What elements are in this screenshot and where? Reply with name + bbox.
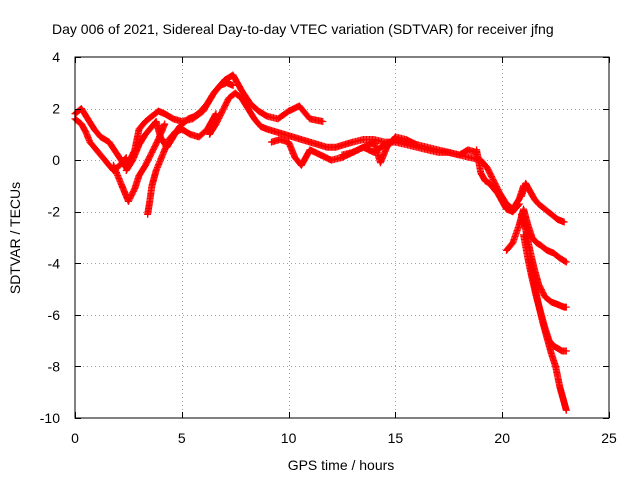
data-series-track-10: [517, 179, 568, 226]
x-tick-label: 20: [494, 430, 510, 446]
x-tick-label: 15: [388, 430, 404, 446]
data-series-track-5: [122, 79, 237, 174]
y-tick-label: -4: [48, 255, 61, 271]
y-tick-label: 2: [52, 101, 60, 117]
data-series-track-9: [473, 146, 523, 216]
y-tick-label: 4: [52, 49, 60, 65]
y-tick-label: 0: [52, 152, 60, 168]
data-point-markers: [526, 254, 570, 414]
chart-title: Day 006 of 2021, Sidereal Day-to-day VTE…: [52, 21, 554, 37]
data-point-markers: [122, 79, 237, 174]
y-tick-label: -2: [48, 204, 61, 220]
y-tick-label: -8: [48, 358, 61, 374]
data-series-track-14: [526, 254, 570, 414]
x-tick-label: 10: [281, 430, 297, 446]
plot-frame: [74, 56, 610, 419]
axis-ticks: 0 5 10 15 20 25 -10 -8 -6 -4 -2 0 2 4: [40, 49, 617, 446]
data-point-markers: [473, 146, 523, 216]
y-tick-label: -6: [48, 307, 61, 323]
x-axis-label: GPS time / hours: [288, 457, 395, 473]
x-tick-label: 0: [71, 430, 79, 446]
x-tick-label: 5: [178, 430, 186, 446]
y-axis-label: SDTVAR / TECUs: [7, 182, 23, 294]
data-point-markers: [517, 179, 568, 226]
x-tick-label: 25: [601, 430, 617, 446]
y-tick-label: -10: [40, 410, 60, 426]
